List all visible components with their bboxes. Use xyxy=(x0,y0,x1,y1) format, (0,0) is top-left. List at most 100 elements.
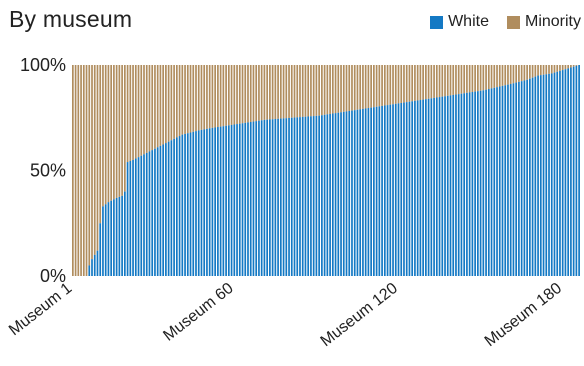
bar-minority-45 xyxy=(192,65,195,132)
bar-white-172 xyxy=(539,75,542,276)
bar-white-153 xyxy=(487,89,490,276)
bar-minority-11 xyxy=(99,65,102,224)
bar-minority-64 xyxy=(244,65,247,123)
bar-white-16 xyxy=(113,199,115,276)
bar-minority-32 xyxy=(156,65,159,148)
bar-white-59 xyxy=(230,124,233,276)
bar-minority-177 xyxy=(553,65,556,73)
bar-white-48 xyxy=(200,129,203,276)
bar-minority-176 xyxy=(550,65,553,74)
bar-minority-166 xyxy=(523,65,526,81)
bar-white-35 xyxy=(165,143,167,276)
bar-white-121 xyxy=(400,102,403,276)
bar-minority-108 xyxy=(364,65,367,109)
bar-white-42 xyxy=(184,133,186,276)
bar-white-118 xyxy=(392,104,394,276)
bar-minority-35 xyxy=(165,65,167,144)
bar-minority-148 xyxy=(474,65,476,92)
bar-white-45 xyxy=(192,131,195,276)
bar-minority-167 xyxy=(526,65,528,80)
bar-minority-55 xyxy=(219,65,222,127)
bar-minority-16 xyxy=(113,65,115,200)
bar-minority-158 xyxy=(501,65,504,86)
bar-white-112 xyxy=(375,106,378,276)
bar-minority-154 xyxy=(490,65,493,89)
bar-minority-63 xyxy=(241,65,244,124)
bar-white-139 xyxy=(449,95,452,276)
bar-white-81 xyxy=(290,117,293,276)
bar-white-148 xyxy=(474,91,476,276)
x-tick-label: Museum 60 xyxy=(160,280,236,345)
bar-white-167 xyxy=(526,79,528,277)
bar-minority-145 xyxy=(466,65,468,93)
bar-white-113 xyxy=(378,106,381,276)
bar-white-152 xyxy=(485,89,487,276)
bar-white-160 xyxy=(507,84,509,277)
bar-minority-21 xyxy=(126,65,129,163)
bar-white-181 xyxy=(564,69,567,276)
bar-minority-151 xyxy=(482,65,485,91)
bar-white-180 xyxy=(561,70,564,276)
bar-white-84 xyxy=(299,117,301,277)
bar-white-87 xyxy=(307,116,310,276)
bar-minority-47 xyxy=(197,65,200,131)
bar-minority-10 xyxy=(96,65,99,251)
x-tick-label: Museum 180 xyxy=(482,280,565,350)
bar-minority-77 xyxy=(279,65,282,119)
bar-white-128 xyxy=(419,100,422,276)
bar-white-178 xyxy=(556,71,559,276)
bar-white-10 xyxy=(96,250,99,276)
bar-minority-122 xyxy=(403,65,405,103)
bar-minority-175 xyxy=(548,65,550,74)
bar-white-99 xyxy=(340,112,342,276)
bar-white-126 xyxy=(414,100,416,277)
bar-white-134 xyxy=(435,97,438,277)
bar-white-102 xyxy=(348,111,351,276)
bar-white-111 xyxy=(373,107,375,276)
bar-white-63 xyxy=(241,123,244,277)
bar-white-37 xyxy=(170,140,173,276)
bar-minority-171 xyxy=(537,65,539,76)
bar-minority-140 xyxy=(452,65,455,95)
bar-white-136 xyxy=(441,96,444,277)
bar-minority-110 xyxy=(370,65,372,108)
bar-white-68 xyxy=(255,121,258,276)
bar-white-57 xyxy=(225,125,227,277)
bar-white-55 xyxy=(219,126,222,276)
bar-white-90 xyxy=(315,115,318,276)
bar-minority-2 xyxy=(74,65,77,276)
bar-minority-83 xyxy=(296,65,299,118)
bar-minority-59 xyxy=(230,65,233,125)
bar-minority-112 xyxy=(375,65,378,107)
bar-white-135 xyxy=(438,97,441,276)
x-tick-label: Museum 120 xyxy=(318,280,401,350)
bar-white-140 xyxy=(452,94,455,277)
bar-minority-3 xyxy=(77,65,80,276)
bar-minority-106 xyxy=(359,65,362,110)
bar-minority-58 xyxy=(227,65,230,126)
bar-minority-94 xyxy=(326,65,329,115)
bar-white-122 xyxy=(403,102,405,276)
bar-white-69 xyxy=(258,120,260,276)
bar-white-36 xyxy=(167,141,170,276)
bar-minority-147 xyxy=(471,65,474,93)
legend: White Minority xyxy=(412,13,581,31)
y-tick-label: 100% xyxy=(20,55,66,75)
bar-white-41 xyxy=(181,134,184,276)
bar-minority-184 xyxy=(572,65,575,67)
bar-white-83 xyxy=(296,117,299,276)
bar-minority-23 xyxy=(132,65,134,160)
bar-minority-34 xyxy=(162,65,165,145)
bar-minority-72 xyxy=(266,65,268,120)
bar-white-124 xyxy=(408,101,411,277)
bar-white-39 xyxy=(175,137,178,276)
bar-minority-70 xyxy=(260,65,263,121)
bar-white-31 xyxy=(154,148,156,276)
bar-minority-7 xyxy=(88,65,91,266)
bar-white-53 xyxy=(214,127,216,277)
bar-minority-157 xyxy=(498,65,501,87)
bar-white-125 xyxy=(411,101,414,276)
bar-white-19 xyxy=(121,195,123,276)
bar-minority-132 xyxy=(430,65,433,99)
bar-white-18 xyxy=(118,196,121,277)
